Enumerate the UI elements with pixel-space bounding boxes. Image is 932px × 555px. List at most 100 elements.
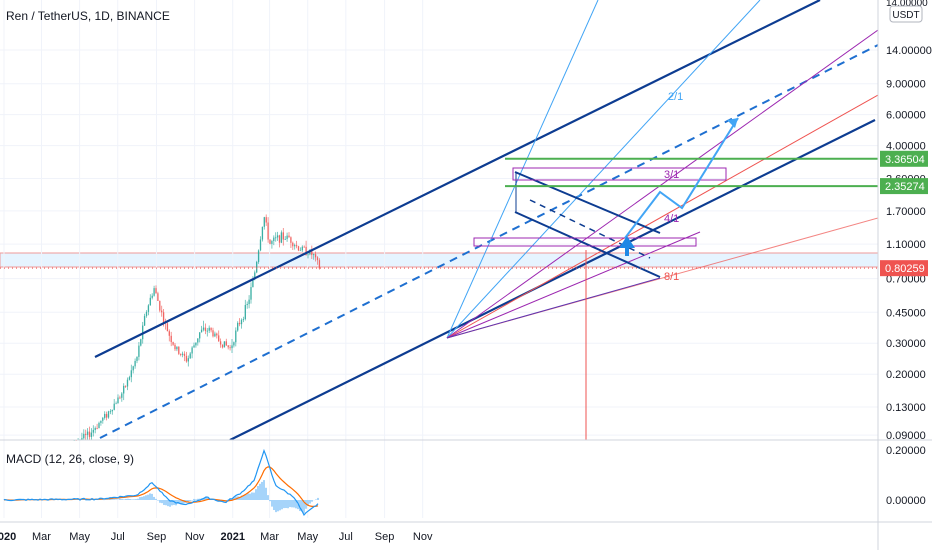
candle-body — [282, 232, 284, 240]
candle-body — [98, 422, 100, 429]
candle-body — [221, 344, 224, 348]
candle-body — [318, 260, 321, 269]
time-tick-label: Jul — [111, 531, 125, 543]
candle-body — [94, 428, 96, 430]
candle-body — [235, 330, 237, 343]
wedge-bottom — [514, 211, 661, 278]
price-tick-label: 0.45000 — [886, 307, 926, 319]
candle-body — [259, 239, 262, 251]
candle-body — [105, 413, 108, 418]
chart-title: Ren / TetherUS, 1D, BINANCE — [6, 9, 170, 23]
time-tick-label: Sep — [375, 531, 395, 543]
candle-body — [276, 235, 279, 238]
candles — [72, 214, 321, 441]
channel-upper — [94, 0, 821, 358]
candle-body — [83, 433, 85, 439]
candle-body — [104, 413, 106, 418]
candle-body — [240, 319, 243, 325]
candle-body — [206, 330, 208, 332]
candle-body — [185, 355, 188, 362]
candle-body — [124, 385, 127, 387]
candle-body — [166, 323, 169, 332]
candle-body — [140, 339, 142, 346]
channel-lower — [229, 119, 876, 440]
candle-body — [111, 409, 113, 412]
candle-body — [197, 338, 199, 343]
candle-body — [269, 239, 271, 244]
candle-body — [248, 299, 250, 305]
candle-body — [286, 235, 288, 239]
candle-body — [130, 370, 132, 378]
candle-body — [233, 342, 235, 346]
candle-body — [216, 333, 218, 336]
time-scale: 2020 Mar May Jul Sep Nov 2021 Mar May Jul Sep Nov — [0, 531, 433, 543]
candle-body — [261, 226, 264, 240]
candle-body — [225, 341, 227, 346]
candle-body — [153, 288, 155, 296]
candle-body — [256, 261, 258, 273]
candle-body — [193, 345, 195, 348]
price-tick-label: 14.00000 — [886, 0, 928, 9]
candle-body — [202, 327, 205, 330]
candle-body — [121, 393, 123, 398]
candle-body — [134, 360, 136, 367]
support-box — [473, 237, 697, 247]
wedge-mid — [529, 199, 651, 259]
candle-body — [242, 319, 245, 320]
candle-body — [88, 431, 91, 437]
last-price-label: 0.80259 — [885, 263, 925, 275]
candle-body — [170, 335, 172, 343]
candle-body — [231, 345, 233, 349]
price-tick-label: 0.30000 — [886, 338, 926, 350]
price-tick-label: 14.00000 — [886, 45, 932, 57]
channel-mid — [99, 44, 878, 439]
candle-body — [307, 254, 309, 256]
candle-body — [246, 304, 248, 305]
macd-line — [3, 448, 319, 516]
drawings: 2/1 3/1 4/1 8/1 — [94, 0, 878, 440]
fan-line — [446, 0, 761, 339]
level-badge-label: 3.36504 — [885, 154, 925, 166]
candle-body — [151, 295, 153, 298]
candle-body — [191, 347, 193, 354]
candle-body — [100, 420, 102, 423]
time-tick-label: Mar — [260, 531, 279, 543]
candle-body — [107, 411, 110, 418]
candle-body — [149, 297, 151, 306]
candle-body — [250, 287, 252, 300]
candle-body — [316, 257, 319, 261]
last-price-badge — [880, 260, 928, 277]
projection-path — [624, 117, 739, 239]
candle-body — [161, 310, 163, 313]
price-tick-label: 6.00000 — [886, 110, 926, 122]
candle-body — [81, 438, 83, 440]
price-tick-label: 0.70000 — [886, 274, 926, 286]
level-badge — [880, 178, 928, 195]
candle-body — [288, 235, 290, 238]
candle-body — [180, 353, 182, 355]
candle-body — [157, 293, 159, 301]
candle-body — [273, 237, 275, 242]
gridlines — [0, 0, 878, 518]
candle-body — [303, 246, 305, 248]
candle-body — [96, 428, 98, 429]
candle-body — [311, 249, 313, 255]
price-tick-label: 4.00000 — [886, 141, 926, 153]
candle-body — [214, 333, 216, 337]
time-tick-label: Jul — [339, 531, 353, 543]
candle-body — [126, 379, 129, 387]
candle-body — [86, 431, 89, 435]
time-tick-label: 2021 — [220, 531, 244, 543]
candle-body — [210, 327, 212, 331]
candle-body — [132, 366, 134, 371]
candle-body — [195, 342, 197, 346]
fan-label: 8/1 — [664, 271, 679, 283]
candle-body — [244, 304, 246, 320]
candle-body — [271, 241, 273, 244]
candle-body — [159, 300, 161, 311]
candle-body — [136, 356, 138, 361]
candle-body — [172, 342, 174, 345]
candle-body — [267, 222, 269, 240]
